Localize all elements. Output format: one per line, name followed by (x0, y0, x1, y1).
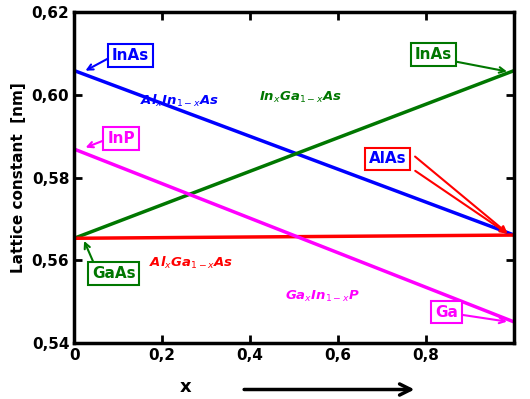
Text: Ga$_x$In$_{1-x}$P: Ga$_x$In$_{1-x}$P (285, 288, 360, 304)
Text: GaAs: GaAs (92, 266, 136, 281)
Text: AlAs: AlAs (369, 152, 407, 166)
Text: In$_x$Ga$_{1-x}$As: In$_x$Ga$_{1-x}$As (259, 90, 342, 105)
Text: InAs: InAs (112, 48, 149, 63)
Text: Al$_x$In$_{1-x}$As: Al$_x$In$_{1-x}$As (140, 93, 219, 109)
Text: Ga: Ga (435, 304, 458, 320)
Text: Al$_x$Ga$_{1-x}$As: Al$_x$Ga$_{1-x}$As (149, 255, 233, 271)
Text: InP: InP (107, 131, 135, 146)
Y-axis label: Lattice constant  [nm]: Lattice constant [nm] (11, 82, 26, 273)
Text: x: x (180, 378, 191, 396)
Text: InAs: InAs (415, 47, 453, 62)
